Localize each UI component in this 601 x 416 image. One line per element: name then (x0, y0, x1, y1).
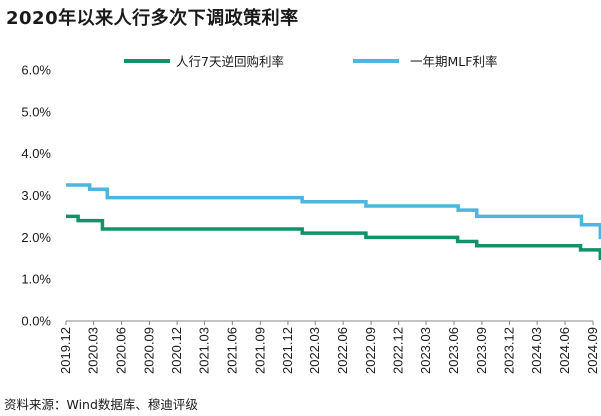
x-tick-label: 2021.03 (196, 327, 211, 374)
chart-title: 2020年以来人行多次下调政策利率 (6, 8, 299, 29)
plot-area (66, 183, 601, 260)
x-tick-label: 2021.09 (252, 327, 267, 374)
y-tick-label: 1.0% (21, 272, 51, 287)
x-tick-label: 2023.06 (446, 327, 461, 374)
y-tick-label: 2.0% (21, 230, 51, 245)
x-tick-label: 2021.12 (280, 327, 295, 374)
x-tick-label: 2023.12 (502, 327, 517, 374)
x-tick-label: 2023.03 (418, 327, 433, 374)
series-line (66, 183, 601, 240)
y-tick-label: 3.0% (21, 188, 51, 203)
x-tick-label: 2019.12 (58, 327, 73, 374)
legend-label: 人行7天逆回购利率 (176, 54, 284, 69)
source-note: 资料来源：Wind数据库、穆迪评级 (4, 397, 198, 412)
x-tick-label: 2024.09 (585, 327, 600, 374)
x-tick-label: 2022.12 (391, 327, 406, 374)
x-tick-label: 2023.09 (474, 327, 489, 374)
x-axis: 2019.12 2020.03 2020.06 2020.09 2020.12 2021.… (58, 320, 600, 374)
x-tick-label: 2022.06 (335, 327, 350, 374)
series-line (66, 214, 601, 260)
y-tick-label: 5.0% (21, 104, 51, 119)
legend-label: 一年期MLF利率 (410, 54, 497, 69)
x-tick-label: 2024.06 (557, 327, 572, 374)
x-tick-label: 2022.09 (363, 327, 378, 374)
x-tick-label: 2020.09 (141, 327, 156, 374)
legend: 人行7天逆回购利率 一年期MLF利率 (124, 54, 497, 69)
x-tick-label: 2021.06 (224, 327, 239, 374)
x-tick-label: 2020.12 (169, 327, 184, 374)
x-tick-label: 2024.03 (529, 327, 544, 374)
y-tick-label: 6.0% (21, 63, 51, 78)
x-tick-label: 2020.06 (114, 327, 129, 374)
x-tick-label: 2020.03 (86, 327, 101, 374)
y-tick-label: 4.0% (21, 146, 51, 161)
y-axis: 0.0% 1.0% 2.0% 3.0% 4.0% 5.0% 6.0% (21, 63, 51, 329)
x-tick-label: 2022.03 (307, 327, 322, 374)
y-tick-label: 0.0% (21, 314, 51, 329)
